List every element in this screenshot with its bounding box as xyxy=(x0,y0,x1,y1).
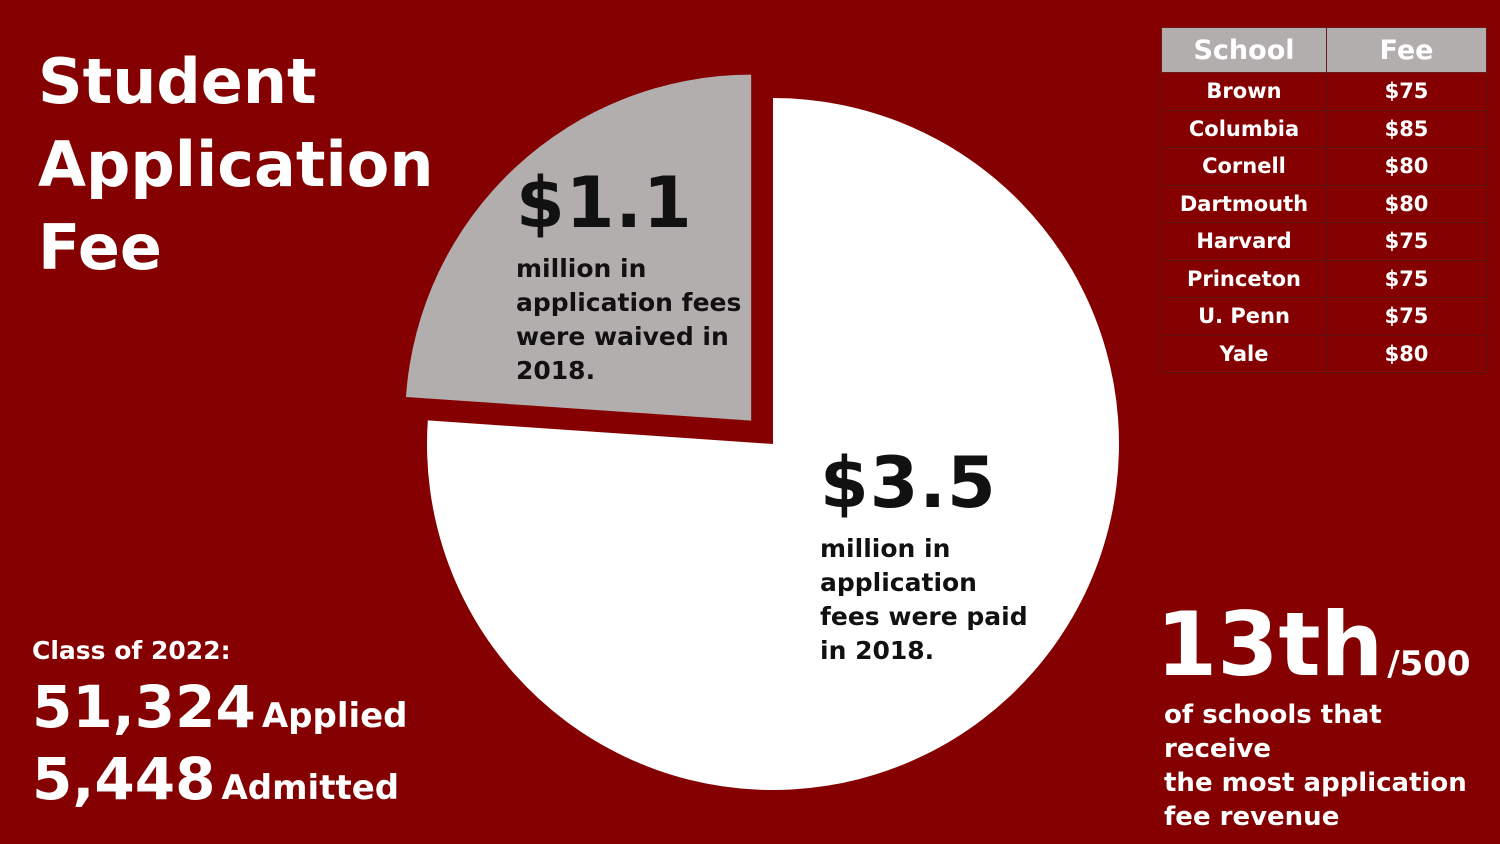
table-row: Columbia $85 xyxy=(1161,109,1487,148)
fee-cell: $75 xyxy=(1326,259,1487,298)
table-row: Princeton $75 xyxy=(1161,259,1487,298)
fee-table-header-row: School Fee xyxy=(1161,27,1487,73)
applied-label: Applied xyxy=(261,696,408,736)
school-cell: Columbia xyxy=(1161,109,1327,148)
class-label: Class of 2022: xyxy=(32,636,231,665)
fee-cell: $80 xyxy=(1326,147,1487,186)
fee-table: School Fee Brown $75 Columbia $85 Cornell $… xyxy=(1161,27,1487,373)
school-cell: Cornell xyxy=(1161,147,1327,186)
fee-cell: $80 xyxy=(1326,184,1487,223)
waived-description: million in application fees were waived … xyxy=(516,254,742,385)
rank-out-of: /500 xyxy=(1387,644,1471,684)
title-line-1: Student xyxy=(38,45,317,118)
applied-number: 51,324 xyxy=(32,673,256,741)
fee-cell: $80 xyxy=(1326,334,1487,373)
page-title: Student Application Fee xyxy=(38,40,433,289)
ranking-stat: 13th/500 of schools that receive the mos… xyxy=(1156,600,1496,834)
paid-slice-label: $3.5 million in application fees were pa… xyxy=(820,448,1050,668)
rank-line: 13th/500 xyxy=(1156,600,1496,690)
paid-description: million in application fees were paid in… xyxy=(820,534,1028,665)
school-cell: Brown xyxy=(1161,72,1327,111)
fee-cell: $75 xyxy=(1326,222,1487,261)
title-line-3: Fee xyxy=(38,211,162,284)
pie-slice-paid xyxy=(426,98,1119,790)
fee-cell: $75 xyxy=(1326,297,1487,336)
school-column-header: School xyxy=(1161,27,1327,73)
school-cell: Harvard xyxy=(1161,222,1327,261)
applied-stat: 51,324 Applied xyxy=(32,671,408,743)
table-row: Yale $80 xyxy=(1161,334,1487,373)
rank-number: 13th xyxy=(1156,593,1384,696)
admitted-label: Admitted xyxy=(221,768,400,808)
table-row: Brown $75 xyxy=(1161,72,1487,111)
table-row: Harvard $75 xyxy=(1161,222,1487,261)
table-row: U. Penn $75 xyxy=(1161,297,1487,336)
waived-value-label: $1.1 xyxy=(516,162,693,244)
fee-cell: $85 xyxy=(1326,109,1487,148)
school-cell: Dartmouth xyxy=(1161,184,1327,223)
school-cell: Princeton xyxy=(1161,259,1327,298)
school-cell: Yale xyxy=(1161,334,1327,373)
waived-slice-label: $1.1 million in application fees were wa… xyxy=(516,168,746,388)
admitted-number: 5,448 xyxy=(32,745,216,813)
pie-slice-waived xyxy=(405,74,752,421)
table-row: Dartmouth $80 xyxy=(1161,184,1487,223)
class-stats: Class of 2022: 51,324 Applied 5,448 Admitt… xyxy=(32,636,408,815)
table-row: Cornell $80 xyxy=(1161,147,1487,186)
admitted-stat: 5,448 Admitted xyxy=(32,743,408,815)
fee-column-header: Fee xyxy=(1326,27,1487,73)
rank-description: of schools that receive the most applica… xyxy=(1164,700,1467,832)
title-line-2: Application xyxy=(38,128,434,201)
school-cell: U. Penn xyxy=(1161,297,1327,336)
paid-value-label: $3.5 xyxy=(820,442,997,524)
fee-cell: $75 xyxy=(1326,72,1487,111)
